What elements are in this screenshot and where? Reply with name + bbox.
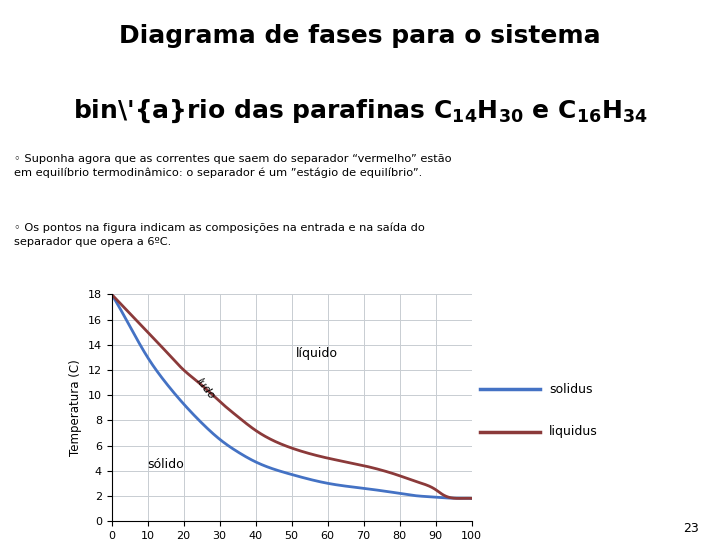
liquidus: [280, 442, 289, 449]
solidus: [467, 495, 476, 502]
Text: 23: 23: [683, 522, 698, 535]
solidus: [402, 491, 411, 498]
Text: solidus: solidus: [549, 382, 593, 395]
Line: solidus: solidus: [112, 294, 472, 498]
Text: bin\'{a}rio das parafinas $\mathbf{C_{14}H_{30}}$ e $\mathbf{C_{16}H_{34}}$: bin\'{a}rio das parafinas $\mathbf{C_{14…: [73, 98, 647, 125]
solidus: [302, 475, 311, 482]
liquidus: [322, 455, 330, 461]
liquidus: [467, 495, 476, 502]
solidus: [459, 495, 467, 502]
Line: liquidus: liquidus: [112, 294, 472, 498]
Text: liquidus: liquidus: [549, 426, 598, 438]
Text: líquido: líquido: [296, 347, 338, 360]
liquidus: [302, 449, 311, 456]
liquidus: [278, 441, 287, 448]
liquidus: [402, 475, 411, 482]
Text: sólido: sólido: [147, 458, 184, 471]
Text: ludo: ludo: [194, 376, 217, 401]
solidus: [280, 469, 289, 476]
solidus: [322, 480, 330, 486]
Y-axis label: Temperatura (C): Temperatura (C): [69, 359, 82, 456]
solidus: [278, 469, 287, 475]
Text: Diagrama de fases para o sistema: Diagrama de fases para o sistema: [120, 24, 600, 48]
solidus: [107, 291, 116, 298]
Text: ◦ Os pontos na figura indicam as composições na entrada e na saída do
separador : ◦ Os pontos na figura indicam as composi…: [14, 223, 426, 247]
liquidus: [107, 291, 116, 298]
liquidus: [459, 495, 467, 502]
Text: ◦ Suponha agora que as correntes que saem do separador “vermelho” estão
em equil: ◦ Suponha agora que as correntes que sae…: [14, 154, 452, 178]
